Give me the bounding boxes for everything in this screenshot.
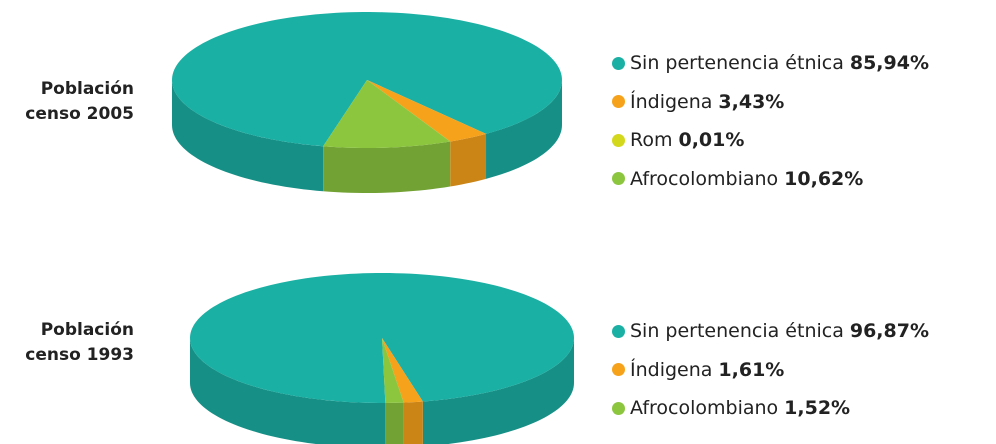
legend-dot [612, 363, 625, 377]
legend-label: Afrocolombiano [630, 167, 779, 190]
legend-label: Afrocolombiano [630, 397, 779, 420]
legend-item: Índigena 3,43% [612, 83, 929, 122]
legend-dot [612, 56, 625, 70]
slice [367, 80, 451, 142]
value-label: 0,01% [678, 129, 745, 152]
legend-dot [612, 401, 625, 415]
slice [190, 273, 574, 403]
legend-item: Afrocolombiano 10,62% [612, 160, 929, 199]
slice [382, 338, 423, 403]
legend: Sin pertenencia étnica 96,87% Índigena 1,61… [612, 312, 929, 428]
slice [367, 80, 487, 142]
legend: Sin pertenencia étnica 85,94% Índigena 3,43… [612, 44, 929, 198]
legend-label: Índigena [630, 358, 713, 381]
legend-item: Índigena 1,61% [612, 351, 929, 390]
legend-label: Índigena [630, 90, 713, 113]
slice-side [403, 401, 423, 444]
slice-side [422, 338, 574, 444]
legend-label: Rom [630, 129, 673, 152]
value-label: 1,61% [718, 358, 785, 381]
legend-dot [612, 172, 625, 186]
slice [323, 80, 451, 148]
value-label: 96,87% [849, 320, 929, 343]
legend-label: Sin pertenencia étnica [630, 320, 844, 343]
legend-label: Sin pertenencia étnica [630, 52, 844, 75]
legend-dot [612, 133, 625, 147]
slice [382, 338, 404, 403]
chart-title: Población censo 1993 [25, 320, 134, 365]
legend-item: Sin pertenencia étnica 85,94% [612, 44, 929, 83]
legend-dot [612, 95, 625, 109]
value-label: 85,94% [849, 52, 929, 75]
value-label: 10,62% [784, 167, 864, 190]
value-label: 1,52% [784, 397, 851, 420]
legend-item: Sin pertenencia étnica 96,87% [612, 312, 929, 351]
legend-item: Afrocolombiano 1,52% [612, 389, 929, 428]
chart-title: Población censo 2005 [25, 79, 134, 124]
slice-side [385, 402, 404, 444]
slice-side [323, 141, 451, 193]
legend-item: Rom 0,01% [612, 121, 929, 160]
slice-side [172, 80, 324, 192]
slice-side [486, 80, 562, 179]
slice-side [190, 338, 386, 444]
value-label: 3,43% [718, 90, 785, 113]
slice-side [450, 133, 487, 187]
legend-dot [612, 324, 625, 338]
slice [172, 12, 562, 147]
